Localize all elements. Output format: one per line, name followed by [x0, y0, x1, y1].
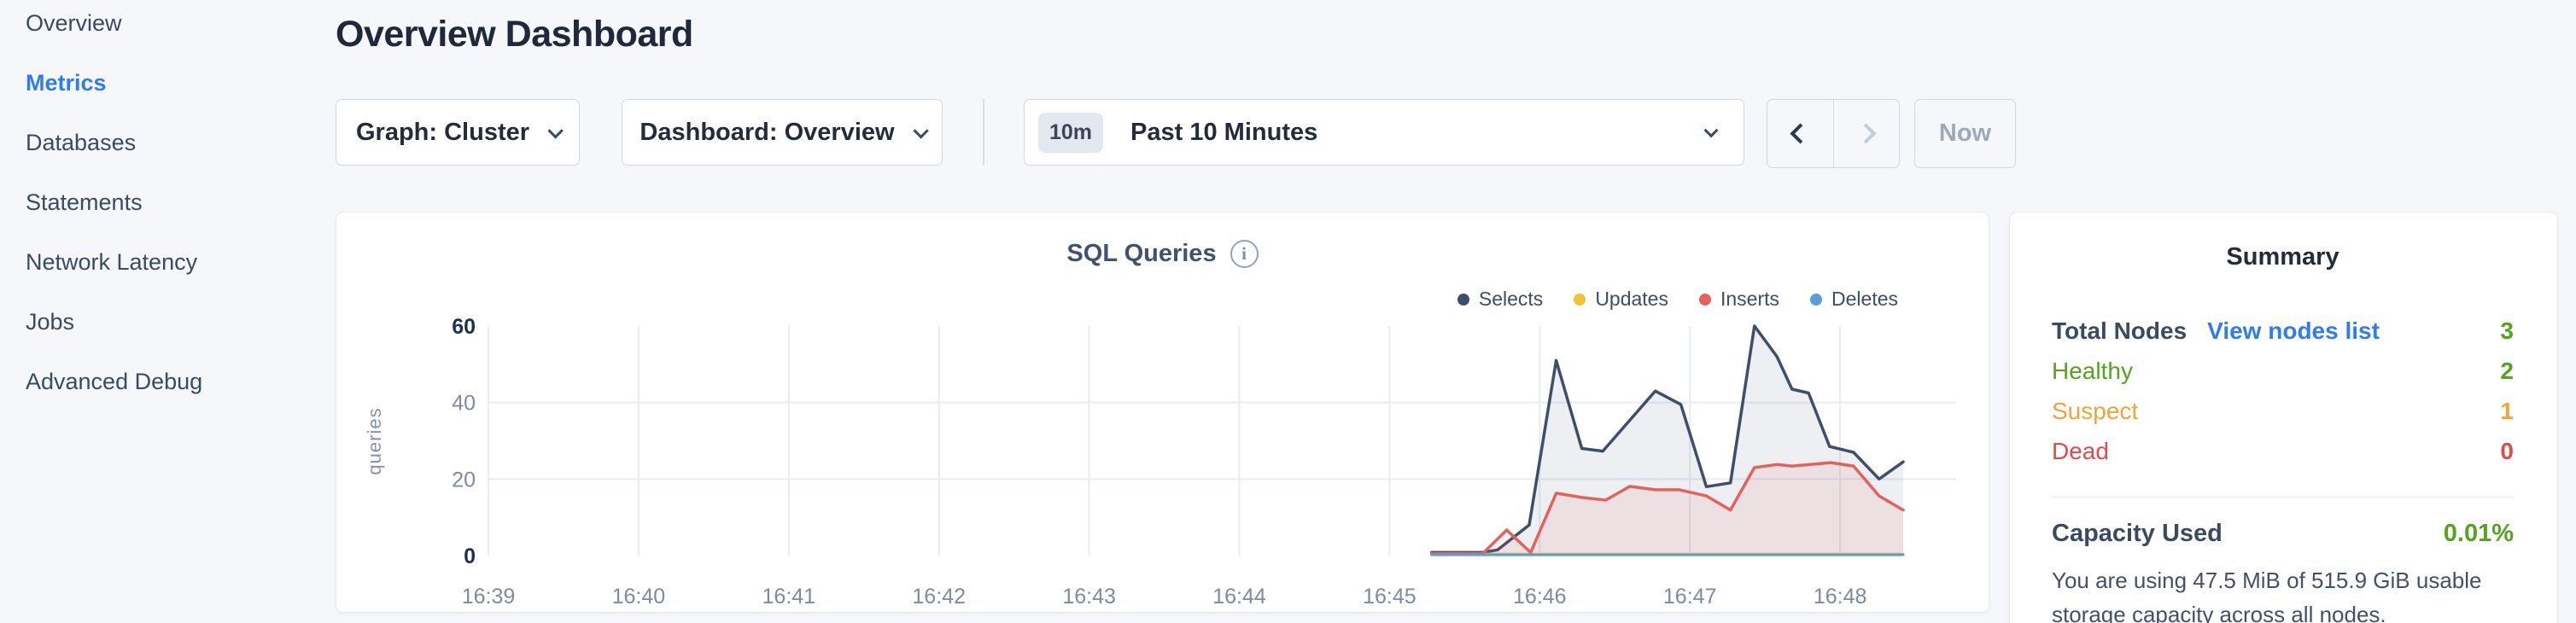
sidebar-item-overview[interactable]: Overview — [26, 10, 122, 36]
status-value: 2 — [2500, 358, 2514, 384]
svg-text:16:43: 16:43 — [1062, 585, 1116, 608]
status-label: Dead — [2052, 438, 2109, 464]
legend-item-updates[interactable]: Updates — [1574, 288, 1668, 311]
dashboard-dropdown-label: Dashboard: Overview — [640, 118, 895, 146]
time-range-badge: 10m — [1038, 112, 1104, 153]
time-forward-button[interactable] — [1832, 100, 1900, 167]
svg-text:0: 0 — [464, 544, 476, 568]
legend-dot-icon — [1698, 293, 1711, 306]
chevron-down-icon — [913, 122, 929, 139]
capacity-row: Capacity Used 0.01% — [2052, 520, 2514, 548]
time-range-label: Past 10 Minutes — [1130, 118, 1318, 146]
capacity-description: You are using 47.5 MiB of 515.9 GiB usab… — [2052, 568, 2482, 623]
status-row-dead: Dead 0 — [2052, 438, 2514, 478]
graph-dropdown-label: Graph: Cluster — [355, 118, 530, 146]
summary-title: Summary — [2226, 243, 2339, 271]
legend-dot-icon — [1810, 293, 1823, 306]
legend-item-selects[interactable]: Selects — [1457, 288, 1543, 311]
controls-divider — [983, 99, 984, 166]
status-value: 0 — [2500, 438, 2514, 464]
graph-dropdown[interactable]: Graph: Cluster — [336, 99, 580, 166]
chevron-down-icon — [547, 122, 564, 139]
svg-text:60: 60 — [452, 315, 476, 339]
chevron-right-icon — [1855, 123, 1877, 144]
svg-text:16:45: 16:45 — [1363, 585, 1417, 608]
sql-queries-plot[interactable]: 16:39 16:40 16:41 16:42 16:43 16:44 16:45 16:46… — [336, 213, 1990, 614]
svg-text:16:42: 16:42 — [912, 585, 966, 608]
svg-text:16:48: 16:48 — [1814, 585, 1867, 608]
legend-item-deletes[interactable]: Deletes — [1810, 288, 1898, 311]
capacity-used-label: Capacity Used — [2052, 520, 2223, 547]
sidebar-nav: Overview Metrics Databases Statements Networ… — [0, 0, 335, 623]
sidebar-item-statements[interactable]: Statements — [26, 189, 143, 215]
chart-title-row: SQL Queries i — [336, 240, 1989, 268]
sidebar-item-jobs[interactable]: Jobs — [26, 309, 75, 335]
sidebar-item-metrics[interactable]: Metrics — [26, 70, 107, 96]
status-value: 1 — [2500, 398, 2514, 424]
sql-queries-chart-card: SQL Queries i Selects Updates Inserts Delet… — [336, 212, 1989, 613]
chevron-down-icon — [1703, 123, 1719, 138]
svg-text:16:47: 16:47 — [1663, 585, 1717, 608]
legend-label: Inserts — [1720, 288, 1780, 310]
page-title: Overview Dashboard — [336, 14, 693, 55]
info-icon[interactable]: i — [1230, 240, 1259, 268]
status-label: Suspect — [2052, 398, 2139, 424]
svg-text:40: 40 — [452, 392, 476, 416]
sidebar-item-advanced-debug[interactable]: Advanced Debug — [26, 369, 203, 394]
status-label: Healthy — [2052, 358, 2133, 384]
svg-text:queries: queries — [364, 407, 385, 475]
legend-dot-icon — [1574, 293, 1586, 306]
summary-panel: Summary Total Nodes View nodes list 3 He… — [2009, 212, 2558, 623]
node-status-rows: Healthy 2 Suspect 1 Dead 0 — [2052, 358, 2514, 478]
svg-text:16:39: 16:39 — [462, 585, 516, 608]
legend-label: Updates — [1595, 288, 1668, 310]
legend-label: Selects — [1478, 288, 1544, 310]
time-back-button[interactable] — [1767, 100, 1833, 167]
capacity-used-value: 0.01% — [2443, 520, 2514, 547]
time-range-dropdown[interactable]: 10m Past 10 Minutes — [1024, 99, 1744, 166]
total-nodes-value: 3 — [2500, 317, 2514, 344]
sidebar-item-network-latency[interactable]: Network Latency — [26, 249, 198, 275]
total-nodes-label: Total Nodes — [2052, 317, 2188, 344]
svg-text:16:44: 16:44 — [1212, 585, 1266, 608]
chart-title: SQL Queries — [1066, 240, 1217, 267]
sidebar-item-databases[interactable]: Databases — [26, 130, 137, 155]
legend-item-inserts[interactable]: Inserts — [1698, 288, 1780, 311]
svg-text:16:40: 16:40 — [612, 585, 666, 608]
dashboard-dropdown[interactable]: Dashboard: Overview — [622, 99, 943, 166]
chart-legend: Selects Updates Inserts Deletes — [1457, 288, 1898, 311]
legend-label: Deletes — [1831, 288, 1898, 310]
svg-text:16:41: 16:41 — [762, 585, 816, 608]
time-step-buttons — [1767, 99, 1900, 168]
svg-text:16:46: 16:46 — [1513, 585, 1567, 608]
summary-divider — [2052, 497, 2514, 498]
chevron-left-icon — [1790, 123, 1811, 144]
status-row-healthy: Healthy 2 — [2052, 358, 2514, 398]
legend-dot-icon — [1457, 293, 1469, 306]
svg-text:20: 20 — [452, 468, 476, 492]
view-nodes-list-link[interactable]: View nodes list — [2207, 317, 2380, 344]
now-button[interactable]: Now — [1914, 99, 2016, 168]
total-nodes-row: Total Nodes View nodes list 3 — [2052, 317, 2514, 358]
status-row-suspect: Suspect 1 — [2052, 398, 2514, 438]
